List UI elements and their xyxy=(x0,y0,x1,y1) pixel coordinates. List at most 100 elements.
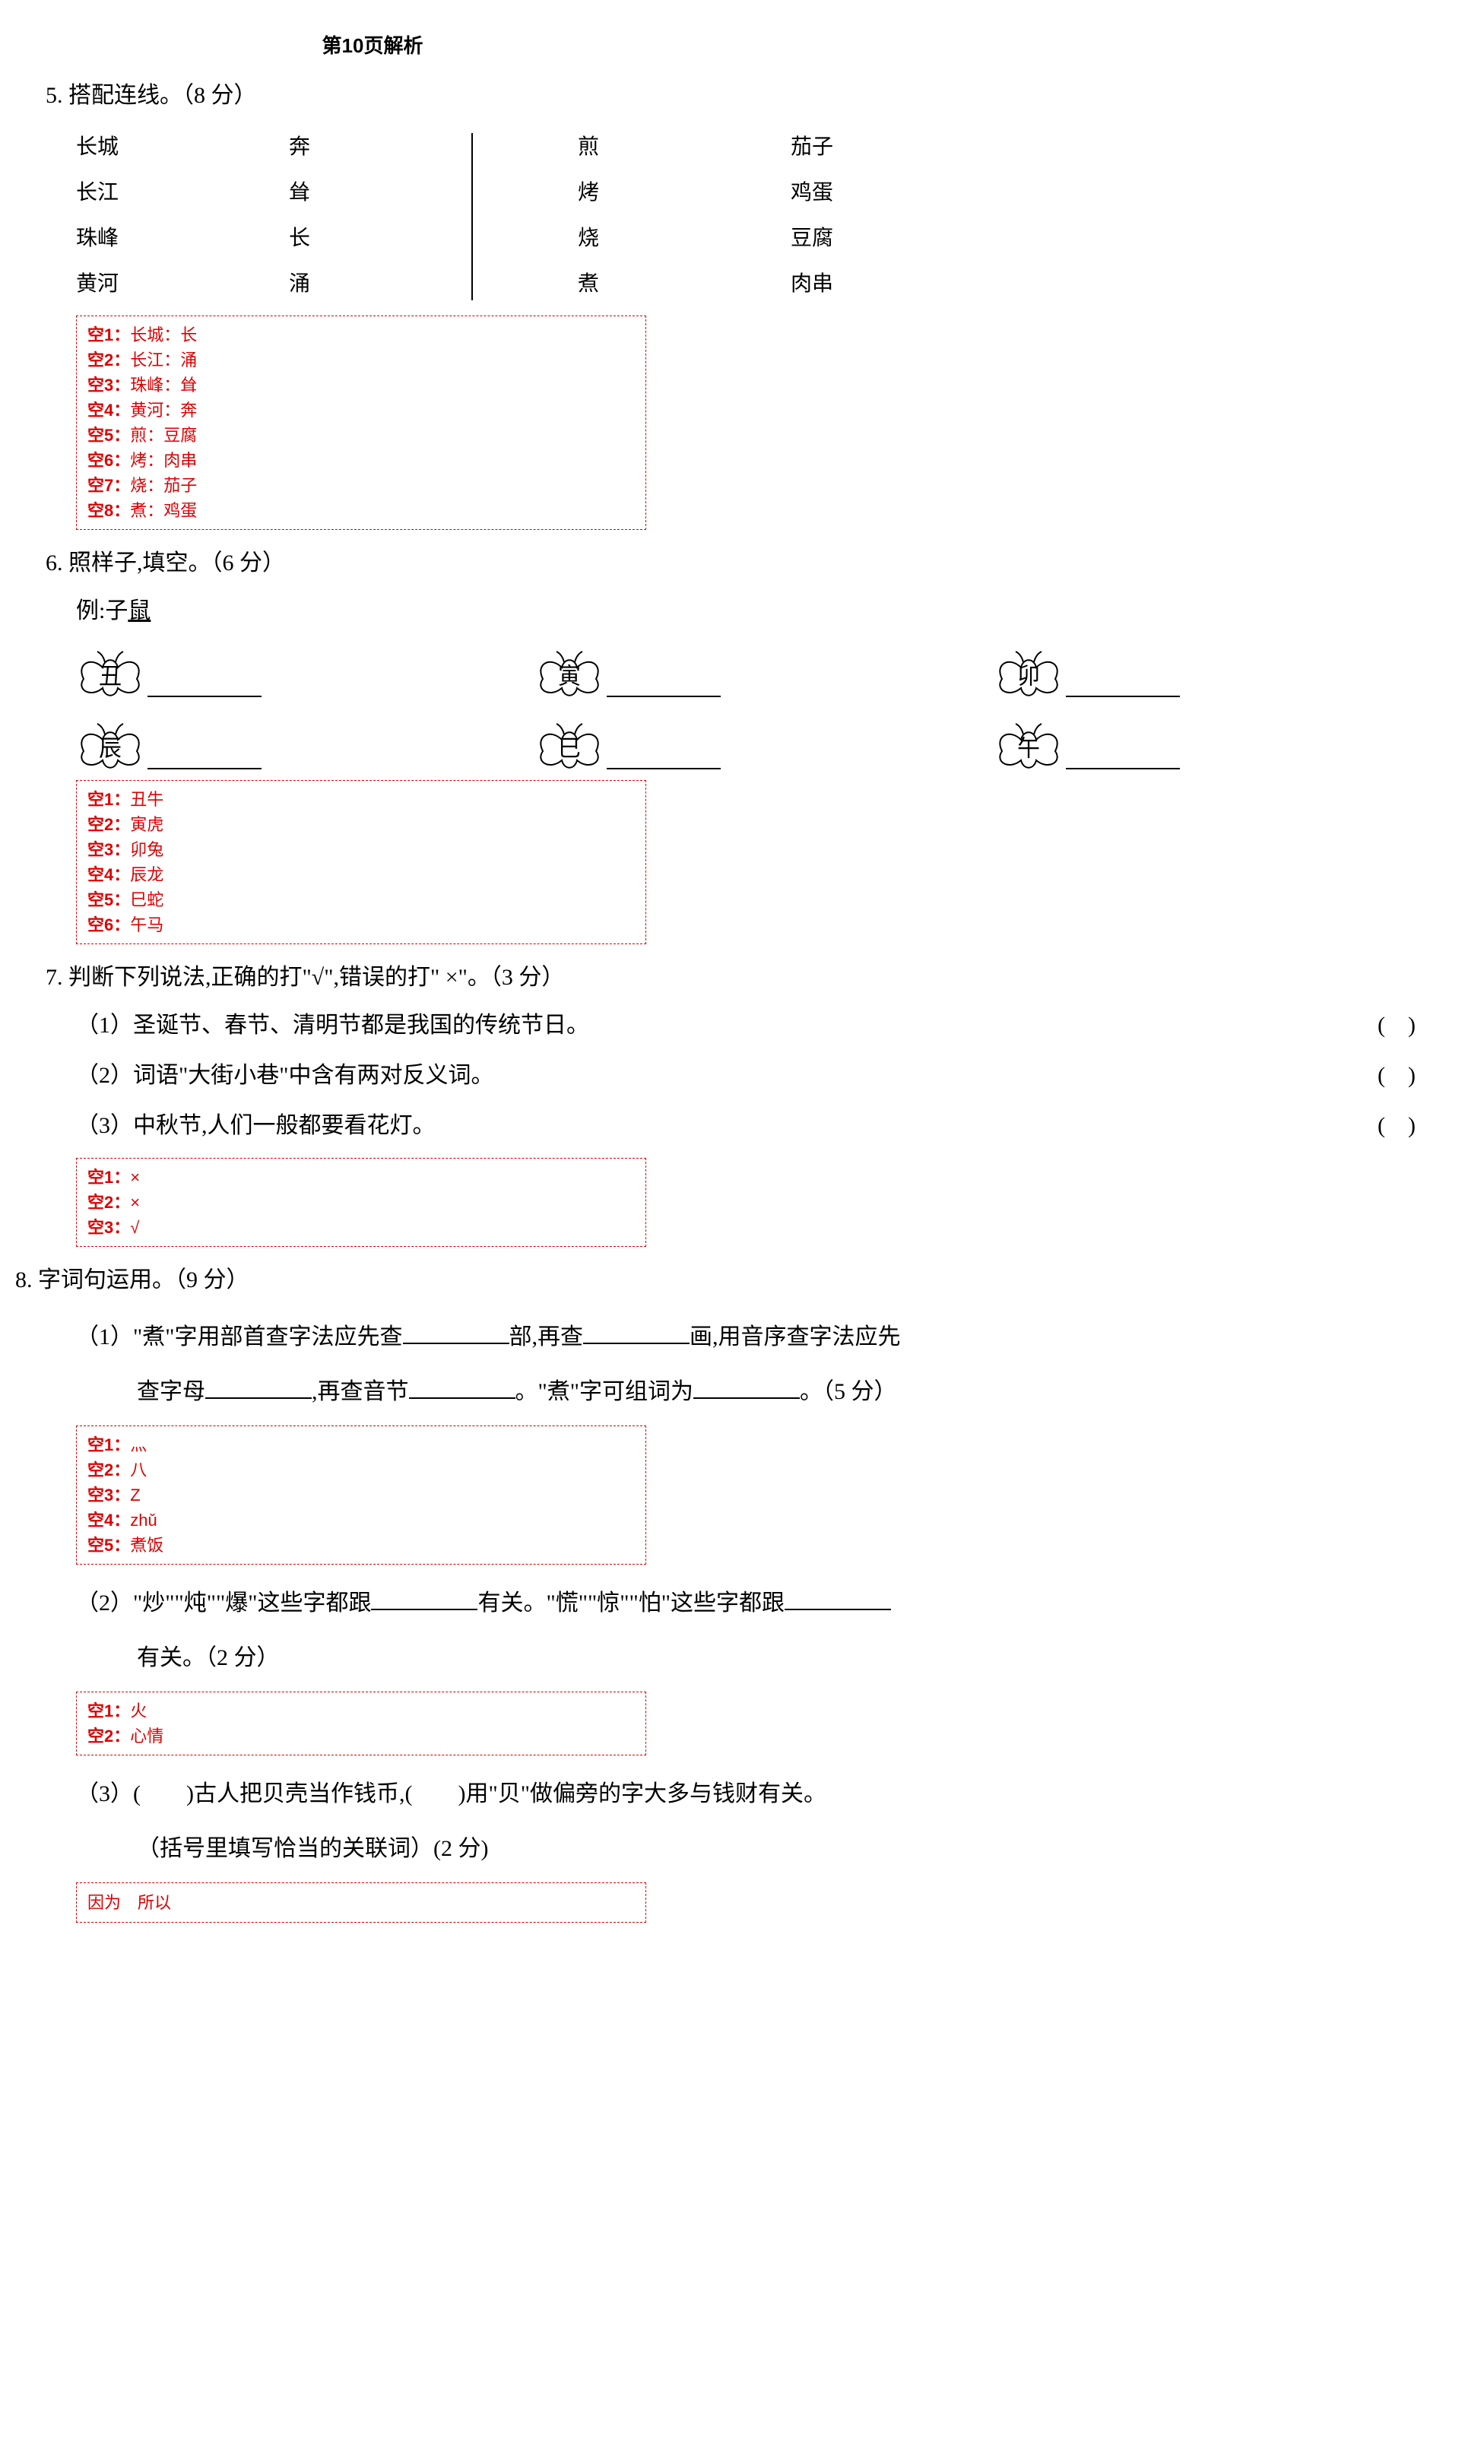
answer-text: Z xyxy=(130,1486,140,1505)
q6-answer-box: 空1：丑牛 空2：寅虎 空3：卯兔 空4：辰龙 空5：巳蛇 空6：午马 xyxy=(76,780,646,944)
match-cell: 涌 xyxy=(289,262,456,308)
answer-text: 巳蛇 xyxy=(130,890,163,909)
q5-match-table: 长城 长江 珠峰 黄河 奔 耸 长 涌 煎 烤 烧 煮 茄子 鸡蛋 豆腐 肉串 xyxy=(76,125,1438,308)
q7-answer-box: 空1：× 空2：× 空3：√ xyxy=(76,1158,646,1247)
butterfly-char: 寅 xyxy=(558,658,581,695)
answer-text: zhǔ xyxy=(130,1511,157,1530)
q8-sub2: （2）"炒""炖""爆"这些字都跟有关。"慌""惊""怕"这些字都跟 有关。（2… xyxy=(76,1576,1438,1685)
match-cell: 长城 xyxy=(76,125,289,171)
text: 。"煮"字可组词为 xyxy=(515,1379,694,1404)
match-cell: 煎 xyxy=(578,125,791,171)
answer-label: 空8： xyxy=(87,501,130,520)
answer-label: 空2： xyxy=(87,1193,130,1212)
vertical-divider xyxy=(471,133,473,300)
answer-text: 煮：鸡蛋 xyxy=(130,501,197,520)
butterfly-icon: 卯 xyxy=(994,649,1063,702)
butterfly-icon: 巳 xyxy=(535,721,604,774)
match-cell: 黄河 xyxy=(76,262,289,308)
answer-label: 空6： xyxy=(87,915,130,934)
answer-label: 空5： xyxy=(87,1536,130,1555)
fill-blank[interactable] xyxy=(147,673,262,697)
q6-example: 例:子鼠 xyxy=(76,593,1438,629)
answer-text: 丑牛 xyxy=(130,790,163,809)
answer-label: 空2： xyxy=(87,1727,130,1746)
fill-blank[interactable] xyxy=(607,745,721,769)
q8-sub3: （3）( )古人把贝壳当作钱币,( )用"贝"做偏旁的字大多与钱财有关。 （括号… xyxy=(76,1767,1438,1876)
answer-text: 珠峰：耸 xyxy=(130,376,197,395)
q8-title: 8. 字词句运用。（9 分） xyxy=(15,1262,1438,1299)
answer-label: 空5： xyxy=(87,426,130,445)
fill-blank[interactable] xyxy=(607,673,721,697)
answer-label: 空5： xyxy=(87,890,130,909)
judge-paren[interactable]: () xyxy=(1317,1058,1438,1094)
q6-title: 6. 照样子,填空。（6 分） xyxy=(46,545,1438,582)
text: 。（5 分） xyxy=(800,1379,897,1404)
match-cell: 茄子 xyxy=(791,125,943,171)
answer-label: 空1： xyxy=(87,325,130,344)
fill-blank[interactable] xyxy=(371,1589,477,1610)
q5-title: 5. 搭配连线。（8 分） xyxy=(46,78,1438,114)
answer-label: 空4： xyxy=(87,401,130,420)
q8-sub3-answer-box: 因为 所以 xyxy=(76,1882,646,1923)
fill-blank[interactable] xyxy=(693,1378,800,1399)
match-cell: 长 xyxy=(289,217,456,262)
answer-label: 空6： xyxy=(87,451,130,470)
butterfly-row-2: 辰 巳 午 xyxy=(76,721,1438,774)
judge-row: （3）中秋节,人们一般都要看花灯。 () xyxy=(76,1108,1438,1144)
answer-label: 空1： xyxy=(87,1701,130,1720)
match-cell: 奔 xyxy=(289,125,456,171)
judge-paren[interactable]: () xyxy=(1317,1007,1438,1044)
text: 有关。"慌""惊""怕"这些字都跟 xyxy=(477,1590,784,1616)
answer-text: 煎：豆腐 xyxy=(130,426,197,445)
q8-sub1-answer-box: 空1：灬 空2：八 空3：Z 空4：zhǔ 空5：煮饭 xyxy=(76,1425,646,1565)
text: ,再查音节 xyxy=(312,1379,409,1404)
answer-text: 午马 xyxy=(130,915,163,934)
butterfly-char: 辰 xyxy=(99,731,122,767)
butterfly-char: 午 xyxy=(1017,731,1040,767)
answer-label: 空3： xyxy=(87,1218,130,1237)
answer-text: × xyxy=(130,1193,140,1212)
butterfly-icon: 辰 xyxy=(76,721,144,774)
butterfly-icon: 丑 xyxy=(76,649,144,702)
answer-label: 空2： xyxy=(87,815,130,834)
text: （2）"炒""炖""爆"这些字都跟 xyxy=(76,1590,371,1616)
fill-blank[interactable] xyxy=(785,1589,891,1610)
answer-text: 灬 xyxy=(130,1435,147,1454)
answer-label: 空1： xyxy=(87,1435,130,1454)
fill-blank[interactable] xyxy=(147,745,262,769)
match-cell: 耸 xyxy=(289,171,456,217)
page-title: 第10页解析 xyxy=(258,30,487,62)
text: 画,用音序查字法应先 xyxy=(690,1324,901,1349)
judge-paren[interactable]: () xyxy=(1317,1108,1438,1144)
q8-sub1: （1）"煮"字用部首查字法应先查部,再查画,用音序查字法应先 查字母,再查音节。… xyxy=(76,1310,1438,1419)
fill-blank[interactable] xyxy=(205,1378,312,1399)
judge-text: （2）词语"大街小巷"中含有两对反义词。 xyxy=(76,1058,1317,1094)
butterfly-char: 巳 xyxy=(558,731,581,767)
fill-blank[interactable] xyxy=(1066,745,1180,769)
q7-title: 7. 判断下列说法,正确的打"√",错误的打" ×"。（3 分） xyxy=(46,959,1438,996)
answer-text: 八 xyxy=(130,1460,147,1479)
answer-label: 空4： xyxy=(87,865,130,884)
fill-blank[interactable] xyxy=(409,1378,515,1399)
answer-text: 烤：肉串 xyxy=(130,451,197,470)
fill-blank[interactable] xyxy=(583,1323,690,1344)
q8-sub2-answer-box: 空1：火 空2：心情 xyxy=(76,1692,646,1755)
text: 查字母 xyxy=(137,1379,205,1404)
butterfly-icon: 午 xyxy=(994,721,1063,774)
answer-text: 长城：长 xyxy=(130,325,197,344)
match-cell: 鸡蛋 xyxy=(791,171,943,217)
fill-blank[interactable] xyxy=(1066,673,1180,697)
example-prefix: 例:子 xyxy=(76,598,128,623)
text: （括号里填写恰当的关联词）(2 分) xyxy=(137,1836,488,1861)
match-cell: 烤 xyxy=(578,171,791,217)
text: （1）"煮"字用部首查字法应先查 xyxy=(76,1324,403,1349)
answer-label: 空3： xyxy=(87,376,130,395)
answer-label: 空2： xyxy=(87,350,130,369)
answer-label: 空1： xyxy=(87,1168,130,1187)
answer-text: 寅虎 xyxy=(130,815,163,834)
answer-text: 烧：茄子 xyxy=(130,476,197,495)
match-cell: 烧 xyxy=(578,217,791,262)
answer-text: 辰龙 xyxy=(130,865,163,884)
answer-label: 空1： xyxy=(87,790,130,809)
fill-blank[interactable] xyxy=(403,1323,509,1344)
